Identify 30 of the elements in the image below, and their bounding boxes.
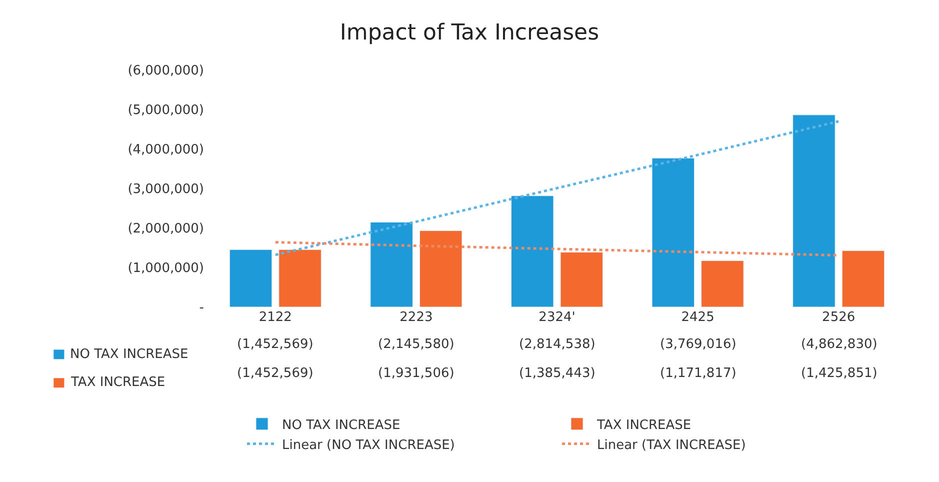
x-tick-label: 2324' — [538, 310, 576, 325]
y-tick-label: (3,000,000) — [128, 182, 204, 198]
data-label: (1,385,443) — [519, 366, 596, 381]
y-tick-label: (6,000,000) — [128, 64, 204, 79]
text: TAX INCREASE — [71, 375, 166, 390]
data-label: (3,769,016) — [660, 337, 736, 352]
line-series — [274, 120, 840, 256]
y-tick-label: (1,000,000) — [128, 261, 204, 276]
y-tick-label: (2,000,000) — [128, 222, 204, 237]
data-label: (1,931,506) — [378, 366, 454, 381]
data-label: (1,425,851) — [801, 366, 878, 381]
chart-title: Impact of Tax Increases — [340, 20, 600, 46]
data-label: (1,452,569) — [237, 337, 314, 352]
data-label: (2,814,538) — [519, 337, 596, 352]
y-tick-label: (4,000,000) — [128, 142, 204, 158]
data-label: (4,862,830) — [801, 337, 878, 352]
y-tick-label: (5,000,000) — [128, 103, 204, 118]
data-label: (2,145,580) — [378, 337, 454, 352]
data-label: (1,171,817) — [660, 366, 736, 381]
legend-label: Linear (NO TAX INCREASE) — [282, 438, 455, 453]
legend-label: TAX INCREASE — [596, 418, 692, 433]
text: NO TAX INCREASE — [282, 418, 400, 433]
x-tick-label: 2223 — [400, 310, 433, 325]
x-tick-label: 2526 — [822, 310, 856, 325]
x-tick-label: 2122 — [258, 310, 292, 325]
y-tick-label: - — [199, 300, 204, 316]
data-label: (1,452,569) — [237, 366, 314, 381]
legend-label: NO TAX INCREASE — [70, 347, 188, 362]
legend-label: Linear (TAX INCREASE) — [597, 438, 746, 453]
x-tick-label: 2425 — [681, 310, 714, 325]
